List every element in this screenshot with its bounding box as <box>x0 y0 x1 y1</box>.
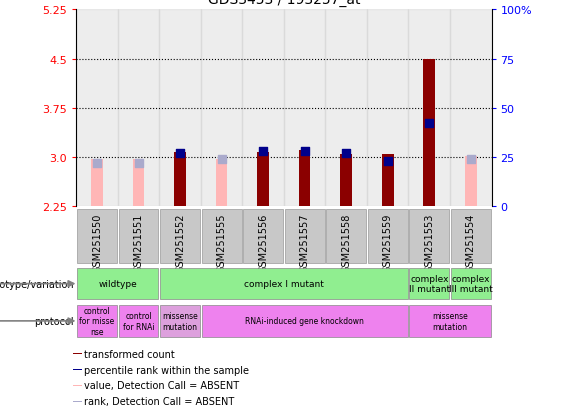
Bar <box>118 10 159 206</box>
Bar <box>423 59 435 206</box>
Bar <box>159 10 201 206</box>
Text: RNAi-induced gene knockdown: RNAi-induced gene knockdown <box>245 317 364 325</box>
Point <box>93 160 102 167</box>
Text: complex I mutant: complex I mutant <box>244 280 324 288</box>
Point <box>383 158 392 165</box>
Text: missense
mutation: missense mutation <box>432 311 468 331</box>
Bar <box>73 385 81 386</box>
Text: control
for misse
nse: control for misse nse <box>80 306 115 336</box>
Title: GDS3453 / 193257_at: GDS3453 / 193257_at <box>208 0 360 7</box>
Bar <box>368 210 408 263</box>
Bar <box>119 305 159 337</box>
Bar <box>77 305 117 337</box>
Point <box>300 148 309 155</box>
Text: GSM251551: GSM251551 <box>133 213 144 272</box>
Bar <box>73 401 81 402</box>
Text: GSM251555: GSM251555 <box>216 213 227 273</box>
Text: GSM251553: GSM251553 <box>424 213 434 272</box>
Text: complex
III mutant: complex III mutant <box>449 274 493 294</box>
Bar <box>160 268 408 300</box>
Text: protocol: protocol <box>34 316 74 326</box>
Bar <box>340 154 352 206</box>
Bar <box>202 210 242 263</box>
Bar <box>174 152 186 206</box>
Bar <box>409 268 449 300</box>
Text: genotype/variation: genotype/variation <box>0 279 74 289</box>
Bar <box>451 210 491 263</box>
Bar <box>409 305 491 337</box>
Bar <box>160 210 200 263</box>
Point <box>176 150 185 157</box>
Bar <box>409 210 449 263</box>
Text: complex
II mutant: complex II mutant <box>408 274 450 294</box>
Text: GSM251556: GSM251556 <box>258 213 268 272</box>
Bar <box>160 305 200 337</box>
Bar <box>73 353 81 354</box>
Text: GSM251559: GSM251559 <box>383 213 393 272</box>
Text: wildtype: wildtype <box>98 280 137 288</box>
Bar <box>202 305 408 337</box>
Bar <box>201 10 242 206</box>
Bar <box>73 369 81 370</box>
Text: control
for RNAi: control for RNAi <box>123 311 154 331</box>
Point <box>259 148 268 155</box>
Point <box>134 160 143 167</box>
Text: GSM251558: GSM251558 <box>341 213 351 272</box>
Text: GSM251552: GSM251552 <box>175 213 185 273</box>
Bar <box>77 210 117 263</box>
Point <box>342 150 351 157</box>
Bar <box>243 210 283 263</box>
Bar <box>133 159 145 206</box>
Point <box>466 156 475 163</box>
Text: rank, Detection Call = ABSENT: rank, Detection Call = ABSENT <box>84 396 234 406</box>
Bar <box>216 159 228 206</box>
Bar <box>465 157 477 206</box>
Bar <box>299 151 311 206</box>
Bar <box>367 10 408 206</box>
Bar <box>242 10 284 206</box>
Bar <box>326 210 366 263</box>
Bar <box>76 10 118 206</box>
Bar <box>408 10 450 206</box>
Bar <box>325 10 367 206</box>
Text: GSM251557: GSM251557 <box>299 213 310 273</box>
Bar <box>284 10 325 206</box>
Bar <box>257 153 269 206</box>
Text: GSM251554: GSM251554 <box>466 213 476 272</box>
Bar <box>382 155 394 206</box>
Bar <box>450 10 492 206</box>
Bar <box>77 268 159 300</box>
Bar <box>91 159 103 206</box>
Bar <box>285 210 325 263</box>
Text: missense
mutation: missense mutation <box>162 311 198 331</box>
Text: GSM251550: GSM251550 <box>92 213 102 272</box>
Point <box>217 156 226 163</box>
Text: percentile rank within the sample: percentile rank within the sample <box>84 365 249 375</box>
Point <box>425 121 434 128</box>
Bar <box>119 210 159 263</box>
Text: transformed count: transformed count <box>84 349 175 359</box>
Text: value, Detection Call = ABSENT: value, Detection Call = ABSENT <box>84 380 239 391</box>
Bar <box>451 268 491 300</box>
